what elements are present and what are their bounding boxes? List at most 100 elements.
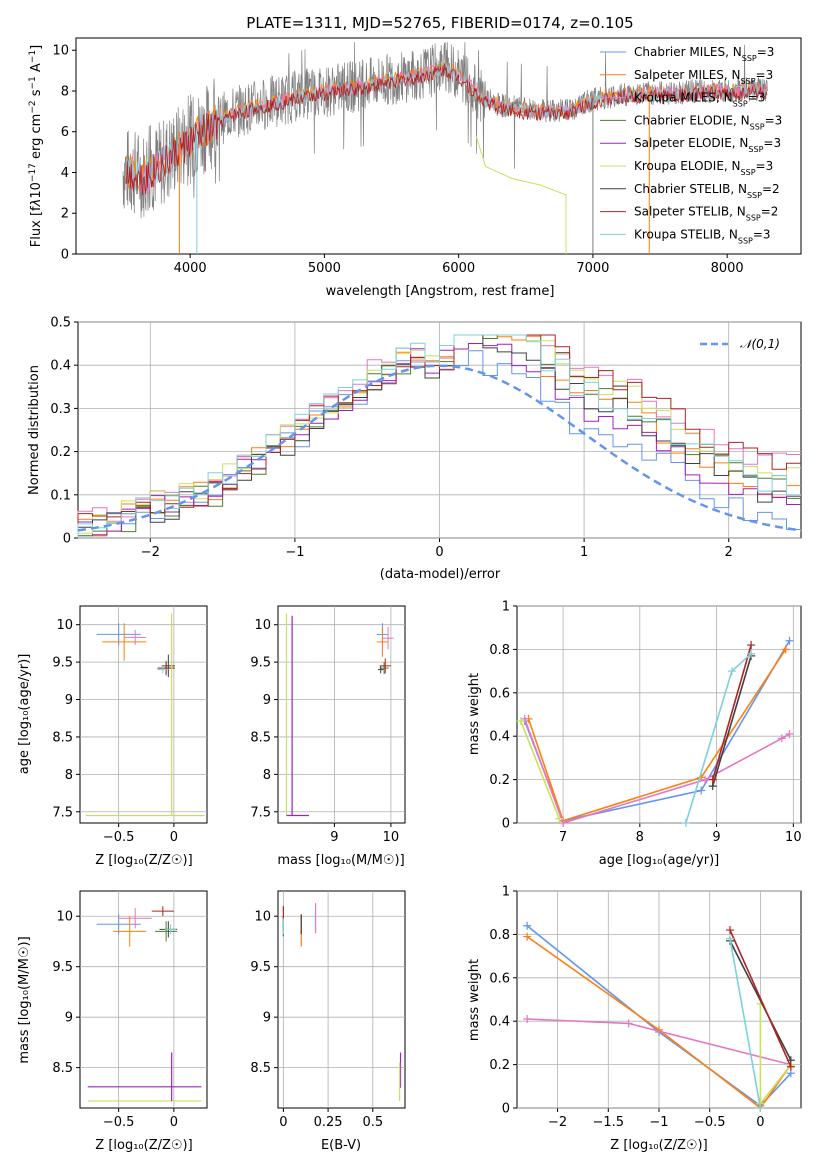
elodie-model-dropoff-line [475, 135, 567, 254]
histogram-ytick-label: 0 [63, 532, 71, 547]
spectrum-xtick-label: 4000 [174, 261, 207, 276]
weight-age-ytick-label: 0.8 [489, 643, 510, 658]
weight-z-point-marker [523, 1015, 532, 1024]
age-z-xtick-label: −0.5 [103, 830, 135, 845]
mass-ebv-xlabel: E(B-V) [321, 1138, 361, 1153]
histogram-xtick-label: 0 [435, 545, 443, 560]
weight-z-point-marker [624, 1019, 633, 1028]
histogram-ytick-label: 0.2 [50, 445, 71, 460]
weight-z-series-line [729, 938, 762, 1109]
weight-age-xtick-label: 10 [785, 830, 802, 845]
histogram-ytick-label: 0.1 [50, 488, 71, 503]
observed-spectrum-line [122, 42, 768, 219]
age-mass-frame [277, 605, 406, 824]
spectrum-xtick-label: 5000 [308, 261, 341, 276]
weight-z-series-line [526, 935, 792, 1110]
age-mass-ytick-label: 10 [254, 618, 271, 633]
spectrum-ytick-label: 0 [61, 248, 69, 263]
weight-age-series-line [523, 718, 790, 824]
age-z-ylabel: age [log₁₀(age/yr)] [17, 654, 32, 775]
weight-z-point-marker [726, 934, 734, 943]
weight-z-point-marker [786, 1062, 795, 1071]
residual-histogram-panel: −2 −1 0 1 2 0 0.1 0.2 0.3 0.4 0.5 (data-model)/err… [27, 316, 802, 582]
histogram-xtick-label: −2 [141, 545, 160, 560]
weight-z-point-marker [756, 1104, 765, 1112]
age-mass-ytick-label: 8.5 [250, 730, 271, 745]
normal-distribution-curve [77, 364, 802, 532]
weight-age-point-marker [727, 667, 736, 676]
legend-label: Kroupa MILES, NSSP=3 [634, 91, 765, 109]
age-mass-xtick-label: 10 [383, 830, 400, 845]
mass-z-frame [79, 890, 208, 1109]
weight-z-xtick-label: 0 [756, 1115, 764, 1130]
age-mass-ytick-label: 7.5 [250, 805, 271, 820]
legend-label: Kroupa STELIB, NSSP=3 [634, 227, 771, 245]
age-z-ytick-label: 9.5 [52, 656, 73, 671]
mass-ebv-xtick-label: 0.25 [314, 1115, 343, 1130]
histogram-ylabel: Normed distribution [27, 365, 42, 495]
weight-z-ytick-label: 0.6 [489, 971, 510, 986]
age-z-ytick-label: 8.5 [52, 730, 73, 745]
weight-age-xtick-label: 9 [712, 830, 720, 845]
weight-vs-metallicity-panel: −2 −1.5 −1 −0.5 0 0 0.2 0.4 0.6 0.8 1 Z [log₁₀(Z/Z… [467, 885, 802, 1153]
mass-ebv-frame [277, 890, 406, 1109]
weight-z-series-line [729, 940, 792, 1061]
age-z-xtick-label: 0 [170, 830, 178, 845]
weight-age-point-marker [777, 734, 786, 743]
legend-label: Salpeter STELIB, NSSP=2 [634, 205, 778, 223]
age-mass-ytick-label: 9.5 [250, 656, 271, 671]
legend-label: Salpeter MILES, NSSP=3 [634, 68, 773, 86]
spectrum-ytick-label: 8 [61, 84, 69, 99]
weight-age-series-line [711, 644, 752, 780]
mass-vs-ebv-panel: 0 0.25 0.5 8.5 9 9.5 10 E(B-V) [250, 890, 406, 1153]
legend-label: Chabrier ELODIE, NSSP=3 [634, 113, 782, 130]
weight-age-xtick-label: 8 [636, 830, 644, 845]
weight-age-point-marker [697, 786, 706, 795]
histogram-xtick-label: 2 [725, 545, 733, 560]
weight-age-point-marker [747, 649, 756, 658]
age-z-ytick-label: 10 [56, 618, 73, 633]
mass-z-xtick-label: −0.5 [103, 1115, 135, 1130]
legend-label: Kroupa ELODIE, NSSP=3 [634, 159, 773, 177]
weight-age-point-marker [559, 819, 568, 827]
weight-age-point-marker [681, 819, 690, 827]
weight-z-point-marker [523, 932, 532, 941]
mass-ebv-ytick-label: 8.5 [250, 1061, 271, 1076]
weight-age-series-line [527, 648, 787, 822]
age-z-xlabel: Z [log₁₀(Z/Z☉)] [95, 853, 192, 868]
mass-z-xtick-label: 0 [170, 1115, 178, 1130]
age-z-ytick-label: 7.5 [52, 805, 73, 820]
weight-age-point-marker [516, 717, 525, 726]
weight-age-ytick-label: 0.6 [489, 686, 510, 701]
histogram-ytick-label: 0.5 [50, 316, 71, 331]
weight-z-ylabel: mass weight [467, 959, 482, 1041]
weight-age-point-marker [781, 645, 790, 654]
mass-ebv-ytick-label: 9.5 [250, 960, 271, 975]
spectrum-legend: Chabrier MILES, NSSP=3 Salpeter MILES, NS… [600, 45, 782, 245]
mass-z-ytick-label: 8.5 [52, 1061, 73, 1076]
mass-ebv-xtick-label: 0 [279, 1115, 287, 1130]
spectrum-axes-frame [75, 37, 802, 255]
weight-age-point-marker [701, 775, 710, 784]
weight-z-xtick-label: −2 [548, 1115, 567, 1130]
spectrum-panel: 4000 5000 6000 7000 8000 0 2 4 6 8 10 wavelength [… [28, 37, 802, 299]
mass-z-ytick-label: 10 [56, 910, 73, 925]
mass-z-xlabel: Z [log₁₀(Z/Z☉)] [95, 1138, 192, 1153]
spectrum-ytick-label: 4 [61, 166, 69, 181]
spectrum-xtick-label: 8000 [711, 261, 744, 276]
weight-z-xtick-label: −0.5 [694, 1115, 726, 1130]
age-mass-xtick-label: 9 [330, 830, 338, 845]
age-mass-ytick-label: 9 [263, 693, 271, 708]
weight-age-xtick-label: 7 [559, 830, 567, 845]
mass-ebv-ytick-label: 10 [254, 910, 271, 925]
histogram-xtick-label: 1 [580, 545, 588, 560]
age-vs-mass-panel: 9 10 7.5 8 8.5 9 9.5 10 mass [log₁₀(M/M☉)] [250, 605, 406, 868]
histogram-series-line [77, 334, 801, 538]
histogram-series-line [77, 334, 801, 538]
histogram-xtick-label: −1 [285, 545, 304, 560]
age-z-ytick-label: 9 [65, 693, 73, 708]
mass-z-ylabel: mass [log₁₀(M/M☉)] [17, 936, 32, 1063]
weight-z-point-marker [726, 926, 734, 935]
